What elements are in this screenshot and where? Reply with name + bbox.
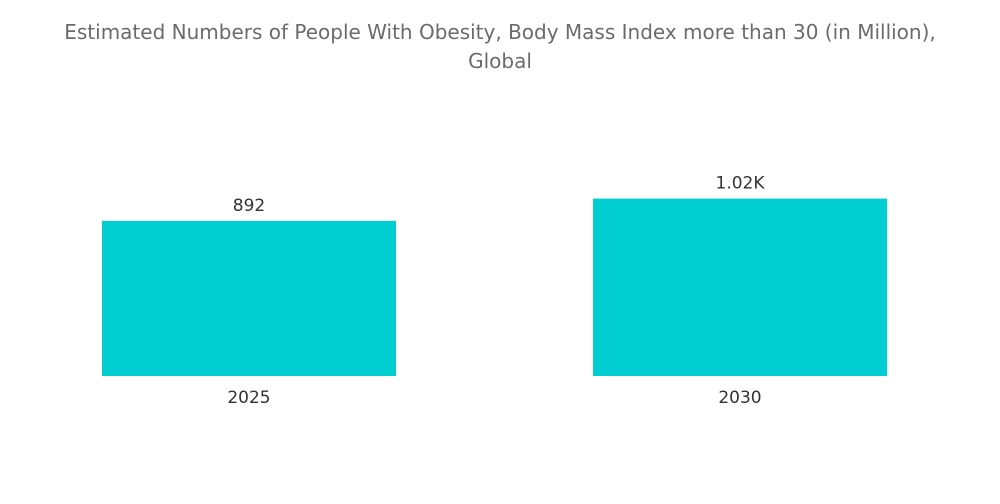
chart-title-line-1: Estimated Numbers of People With Obesity… <box>64 20 936 44</box>
bar-2030 <box>593 198 887 376</box>
x-tick-label-2030: 2030 <box>718 388 761 408</box>
data-label-2030: 1.02K <box>716 174 766 194</box>
x-tick-label-2025: 2025 <box>227 388 270 408</box>
chart-title: Estimated Numbers of People With Obesity… <box>0 18 1000 76</box>
chart-title-line-2: Global <box>468 49 532 73</box>
bar-2025 <box>102 220 396 376</box>
data-label-2025: 892 <box>233 196 265 216</box>
